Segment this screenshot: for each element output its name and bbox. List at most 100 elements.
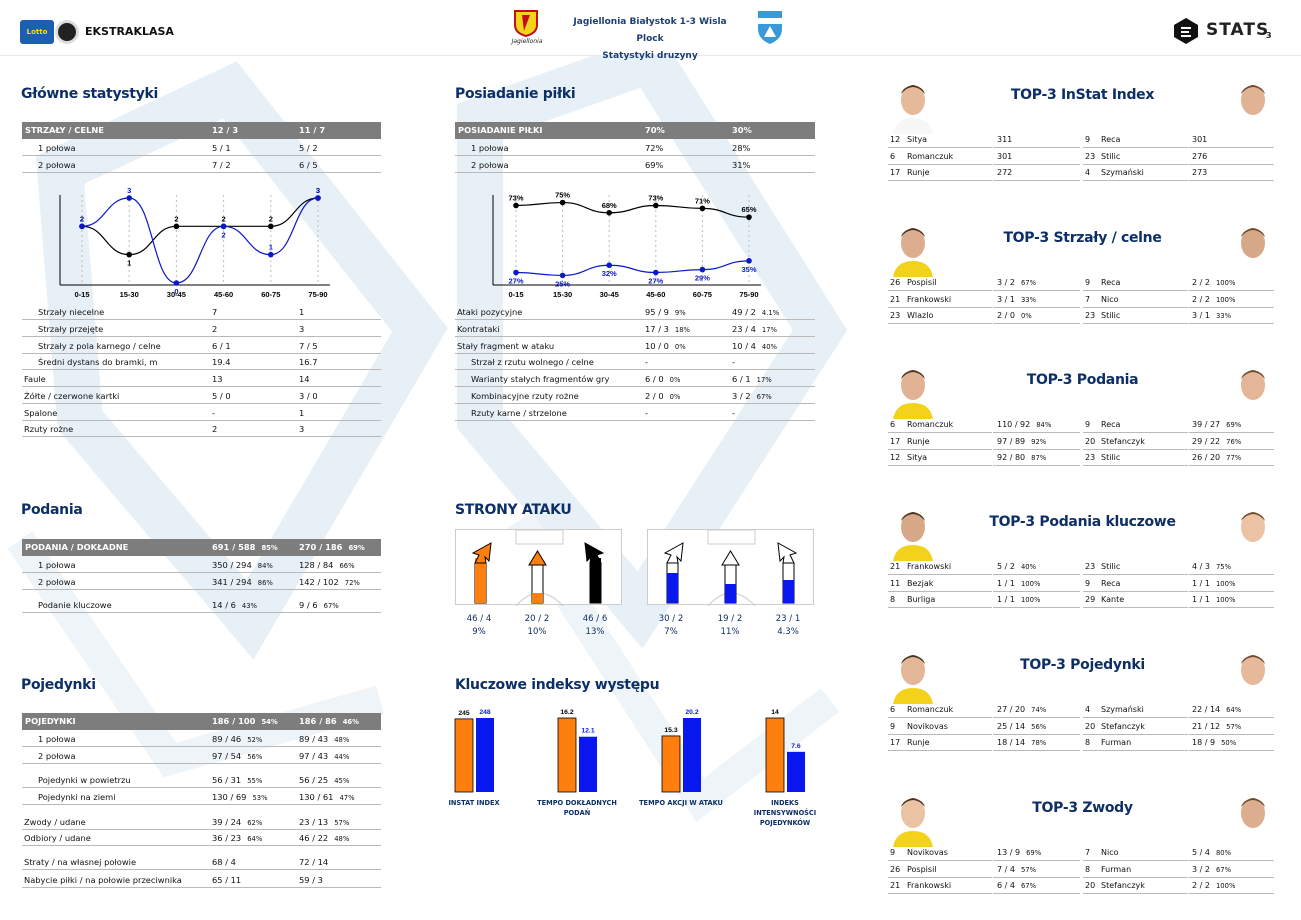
away-index-value: 7.6 xyxy=(791,743,801,750)
main-stats-header-table: STRZAŁY / CELNE 12 / 3 11 / 7 1 połowa 5… xyxy=(22,122,381,174)
duels-title: Pojedynki xyxy=(21,677,96,693)
data-point xyxy=(559,272,566,279)
away-index-bar xyxy=(787,751,805,792)
player-value: 6 / 4 67% xyxy=(997,881,1037,891)
row-label: Strzały z pola karnego / celne xyxy=(38,341,161,351)
passes-header-label: PODANIA / DOKŁADNE xyxy=(22,539,206,556)
top3-table: 9 Novikovas 13 / 9 69% 7 Nico 5 / 4 80% 26… xyxy=(888,845,1274,897)
series-line xyxy=(515,260,750,277)
row-away: 3 / 0 xyxy=(299,391,318,401)
player-value: 2 / 2 100% xyxy=(1192,278,1236,287)
data-point xyxy=(173,223,180,230)
player-number: 21 xyxy=(890,294,901,304)
away-player-photo xyxy=(1230,363,1276,419)
player-value: 301 xyxy=(1192,135,1208,144)
row-away-pct: 4.1% xyxy=(761,309,780,317)
index-label: INDEKS INTENSYWNOŚCI POJEDYNKÓW xyxy=(753,799,817,827)
row-home: 5 / 1 xyxy=(212,143,231,153)
data-label: 27% xyxy=(648,277,663,286)
table-row: 1 połowa 350 / 294 84% 128 / 84 66% xyxy=(22,557,381,573)
duels-header-row: POJEDYNKI 186 / 100 54% 186 / 86 46% xyxy=(22,713,381,730)
home-team-logo-text: Jagiellonia xyxy=(511,38,543,45)
row-home-pct: 0% xyxy=(674,343,686,351)
row-away: 14 xyxy=(299,374,310,384)
data-label: 2 xyxy=(222,214,226,223)
row-label: Podanie kluczowe xyxy=(38,600,112,610)
row-label: Rzuty rożne xyxy=(24,424,74,434)
row-home: 130 / 69 53% xyxy=(212,792,268,802)
table-row: Nabycie piłki / na połowie przeciwnika 6… xyxy=(22,872,381,888)
row-away: 49 / 2 4.1% xyxy=(732,307,780,317)
player-value: 1 / 1 100% xyxy=(997,595,1041,605)
row-home: 89 / 46 52% xyxy=(212,734,263,744)
passes-away: 270 / 186 69% xyxy=(296,539,381,556)
player-value: 18 / 14 78% xyxy=(997,738,1047,748)
player-value: 26 / 20 77% xyxy=(1192,453,1242,463)
data-label: 0 xyxy=(174,287,178,296)
attack-side-label: 46 / 4 9% xyxy=(454,613,504,639)
data-label: 27% xyxy=(508,277,523,286)
attack-count: 46 / 4 xyxy=(466,614,492,624)
duels-header-label: POJEDYNKI xyxy=(22,713,206,730)
attack-sides-title: STRONY ATAKU xyxy=(455,502,572,518)
row-label: 2 połowa xyxy=(471,160,509,170)
series-line xyxy=(515,201,750,218)
passes-table: PODANIA / DOKŁADNE 691 / 588 85% 270 / 18… xyxy=(22,539,381,615)
row-away: 128 / 84 66% xyxy=(299,560,355,570)
home-index-bar xyxy=(765,717,785,793)
page-number: 3 xyxy=(1266,31,1272,40)
player-number: 29 xyxy=(1085,595,1096,605)
ball-icon xyxy=(55,20,79,44)
table-row: Zwody / udane 39 / 24 62% 23 / 13 57% xyxy=(22,814,381,830)
attack-side-label: 20 / 2 10% xyxy=(512,613,562,639)
row-label: Strzały przejęte xyxy=(38,324,104,334)
row-label: Średni dystans do bramki, m xyxy=(38,357,158,367)
table-row: Strzały z pola karnego / celne 6 / 1 7 / 5 xyxy=(22,338,381,354)
player-name: Pospisil xyxy=(907,864,937,874)
player-name: Stilic xyxy=(1101,453,1121,463)
top3-table: 6 Romanczuk 110 / 92 84% 9 Reca 39 / 27 69… xyxy=(888,417,1274,469)
player-number: 12 xyxy=(890,135,901,144)
player-name: Reca xyxy=(1101,420,1121,429)
stats-logo-icon xyxy=(1172,17,1200,45)
top3-table: 21 Frankowski 5 / 2 40% 23 Stilic 4 / 3 75… xyxy=(888,559,1274,611)
table-row: 1 połowa 5 / 1 5 / 2 xyxy=(22,140,381,156)
home-player-photo xyxy=(890,363,936,419)
data-point xyxy=(606,209,612,216)
data-label: 1 xyxy=(127,259,131,268)
table-row: Żółte / czerwone kartki 5 / 0 3 / 0 xyxy=(22,388,381,404)
player-value: 1 / 1 100% xyxy=(1192,578,1236,588)
player-name: Stilic xyxy=(1101,562,1121,571)
data-label: 25% xyxy=(555,279,570,288)
player-name: Pospisil xyxy=(907,278,937,287)
attack-side-label: 46 / 6 13% xyxy=(570,613,620,639)
player-number: 23 xyxy=(1085,311,1096,321)
row-home: 2 / 0 0% xyxy=(645,391,681,401)
key-indexes-title: Kluczowe indeksy występu xyxy=(455,677,660,693)
player-value: 5 / 4 80% xyxy=(1192,848,1232,857)
player-name: Romanczuk xyxy=(907,705,954,714)
data-point xyxy=(315,195,321,201)
player-value: 13 / 9 69% xyxy=(997,848,1042,857)
player-number: 21 xyxy=(890,562,901,571)
data-point xyxy=(699,205,706,212)
table-row: Strzał z rzutu wolnego / celne - - xyxy=(455,354,815,370)
player-number: 8 xyxy=(1085,864,1091,874)
home-player-photo xyxy=(890,648,936,704)
table-row: 2 połowa 341 / 294 86% 142 / 102 72% xyxy=(22,574,381,590)
index-label: TEMPO DOKŁADNYCH PODAŃ xyxy=(537,799,617,817)
row-home: 6 / 0 0% xyxy=(645,374,681,384)
table-row: Kontrataki 17 / 3 18% 23 / 4 17% xyxy=(455,321,815,337)
table-row: Rzuty karne / strzelone - - xyxy=(455,405,815,421)
table-row: Podanie kluczowe 14 / 6 43% 9 / 6 67% xyxy=(22,597,381,613)
data-label: 65% xyxy=(741,205,756,214)
player-value: 3 / 1 33% xyxy=(997,294,1037,304)
player-value: 21 / 12 57% xyxy=(1192,721,1242,731)
key-indexes-chart: 245 248 16.2 12.1 15.3 20.2 14 7.6 xyxy=(454,709,805,793)
player-number: 9 xyxy=(1085,578,1091,588)
row-home: 68 / 4 xyxy=(212,857,236,867)
player-name: Stefanczyk xyxy=(1101,881,1145,891)
player-value: 25 / 14 56% xyxy=(997,721,1047,731)
data-point xyxy=(173,280,180,286)
row-away: 28% xyxy=(732,143,751,153)
